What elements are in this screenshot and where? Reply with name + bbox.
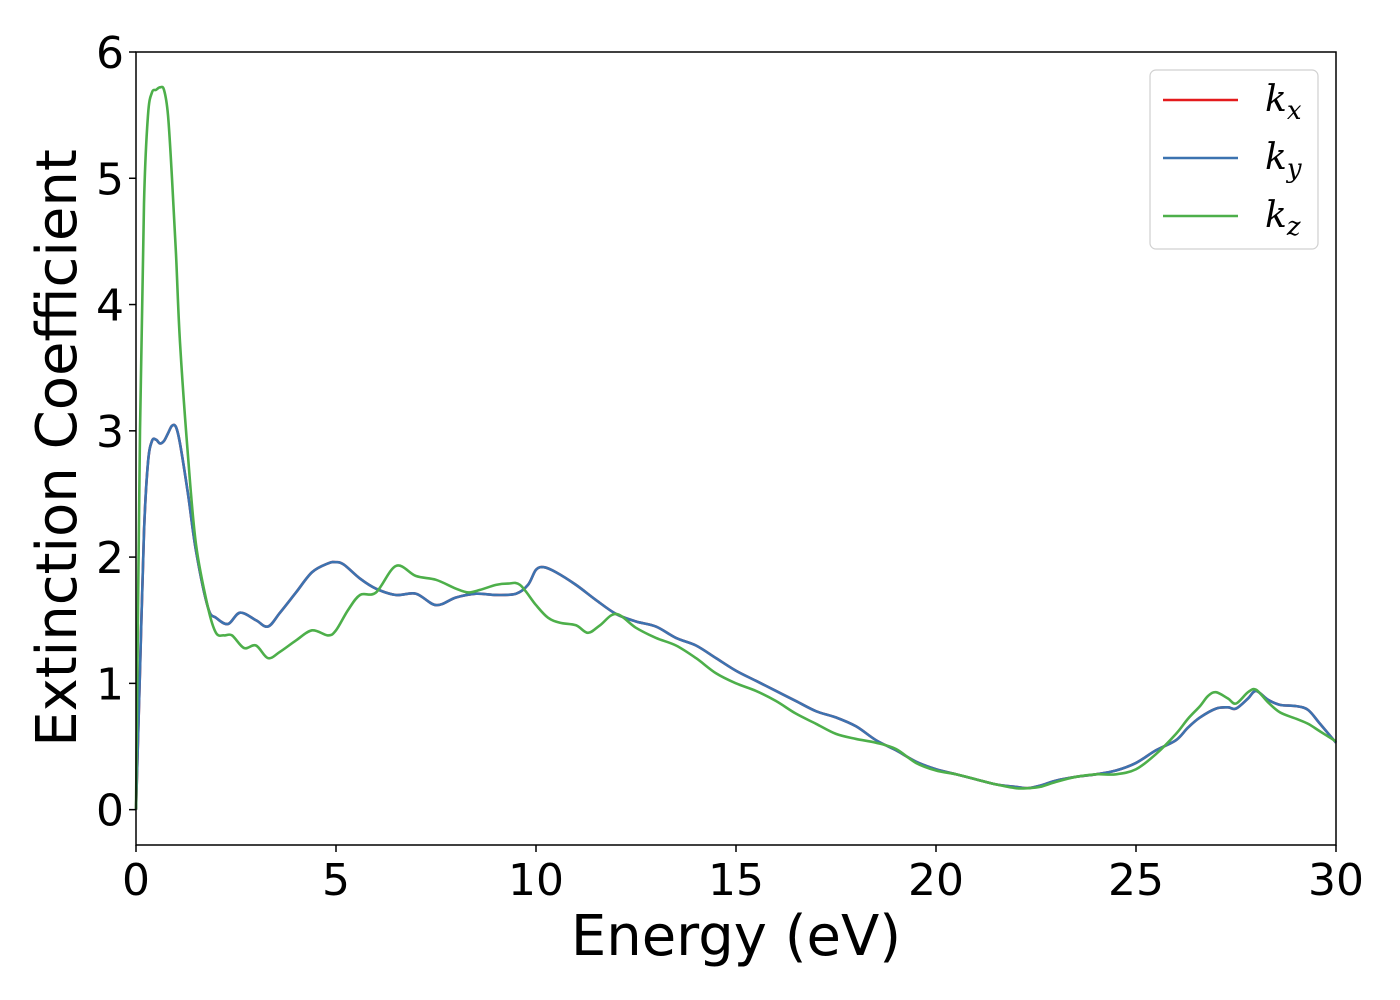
x-tick-label: 10 [508,855,564,906]
y-tick-label: 6 [96,28,124,79]
x-tick-label: 25 [1108,855,1164,906]
series-line-kz [134,85,1337,810]
x-tick-label: 20 [908,855,964,906]
y-tick-label: 1 [96,659,124,710]
y-tick-label: 0 [96,786,124,837]
x-axis-label: Energy (eV) [571,904,901,969]
y-tick-label: 3 [96,407,124,458]
x-tick-label: 5 [322,855,350,906]
x-tick-label: 0 [122,855,150,906]
plot-frame [135,51,1337,846]
y-tick-label: 2 [96,533,124,584]
x-tick-label: 15 [708,855,764,906]
plot-area [136,52,1336,845]
y-axis-label: Extinction Coefficient [25,149,90,747]
series-layer [134,85,1337,810]
legend-box [1149,69,1319,250]
y-axis-ticks: 0 1 2 3 4 5 6 [96,28,136,837]
x-axis-ticks: 0 5 10 15 20 25 30 [122,845,1364,906]
x-tick-label: 30 [1308,855,1364,906]
y-tick-label: 5 [96,154,124,205]
y-tick-label: 4 [96,281,124,332]
